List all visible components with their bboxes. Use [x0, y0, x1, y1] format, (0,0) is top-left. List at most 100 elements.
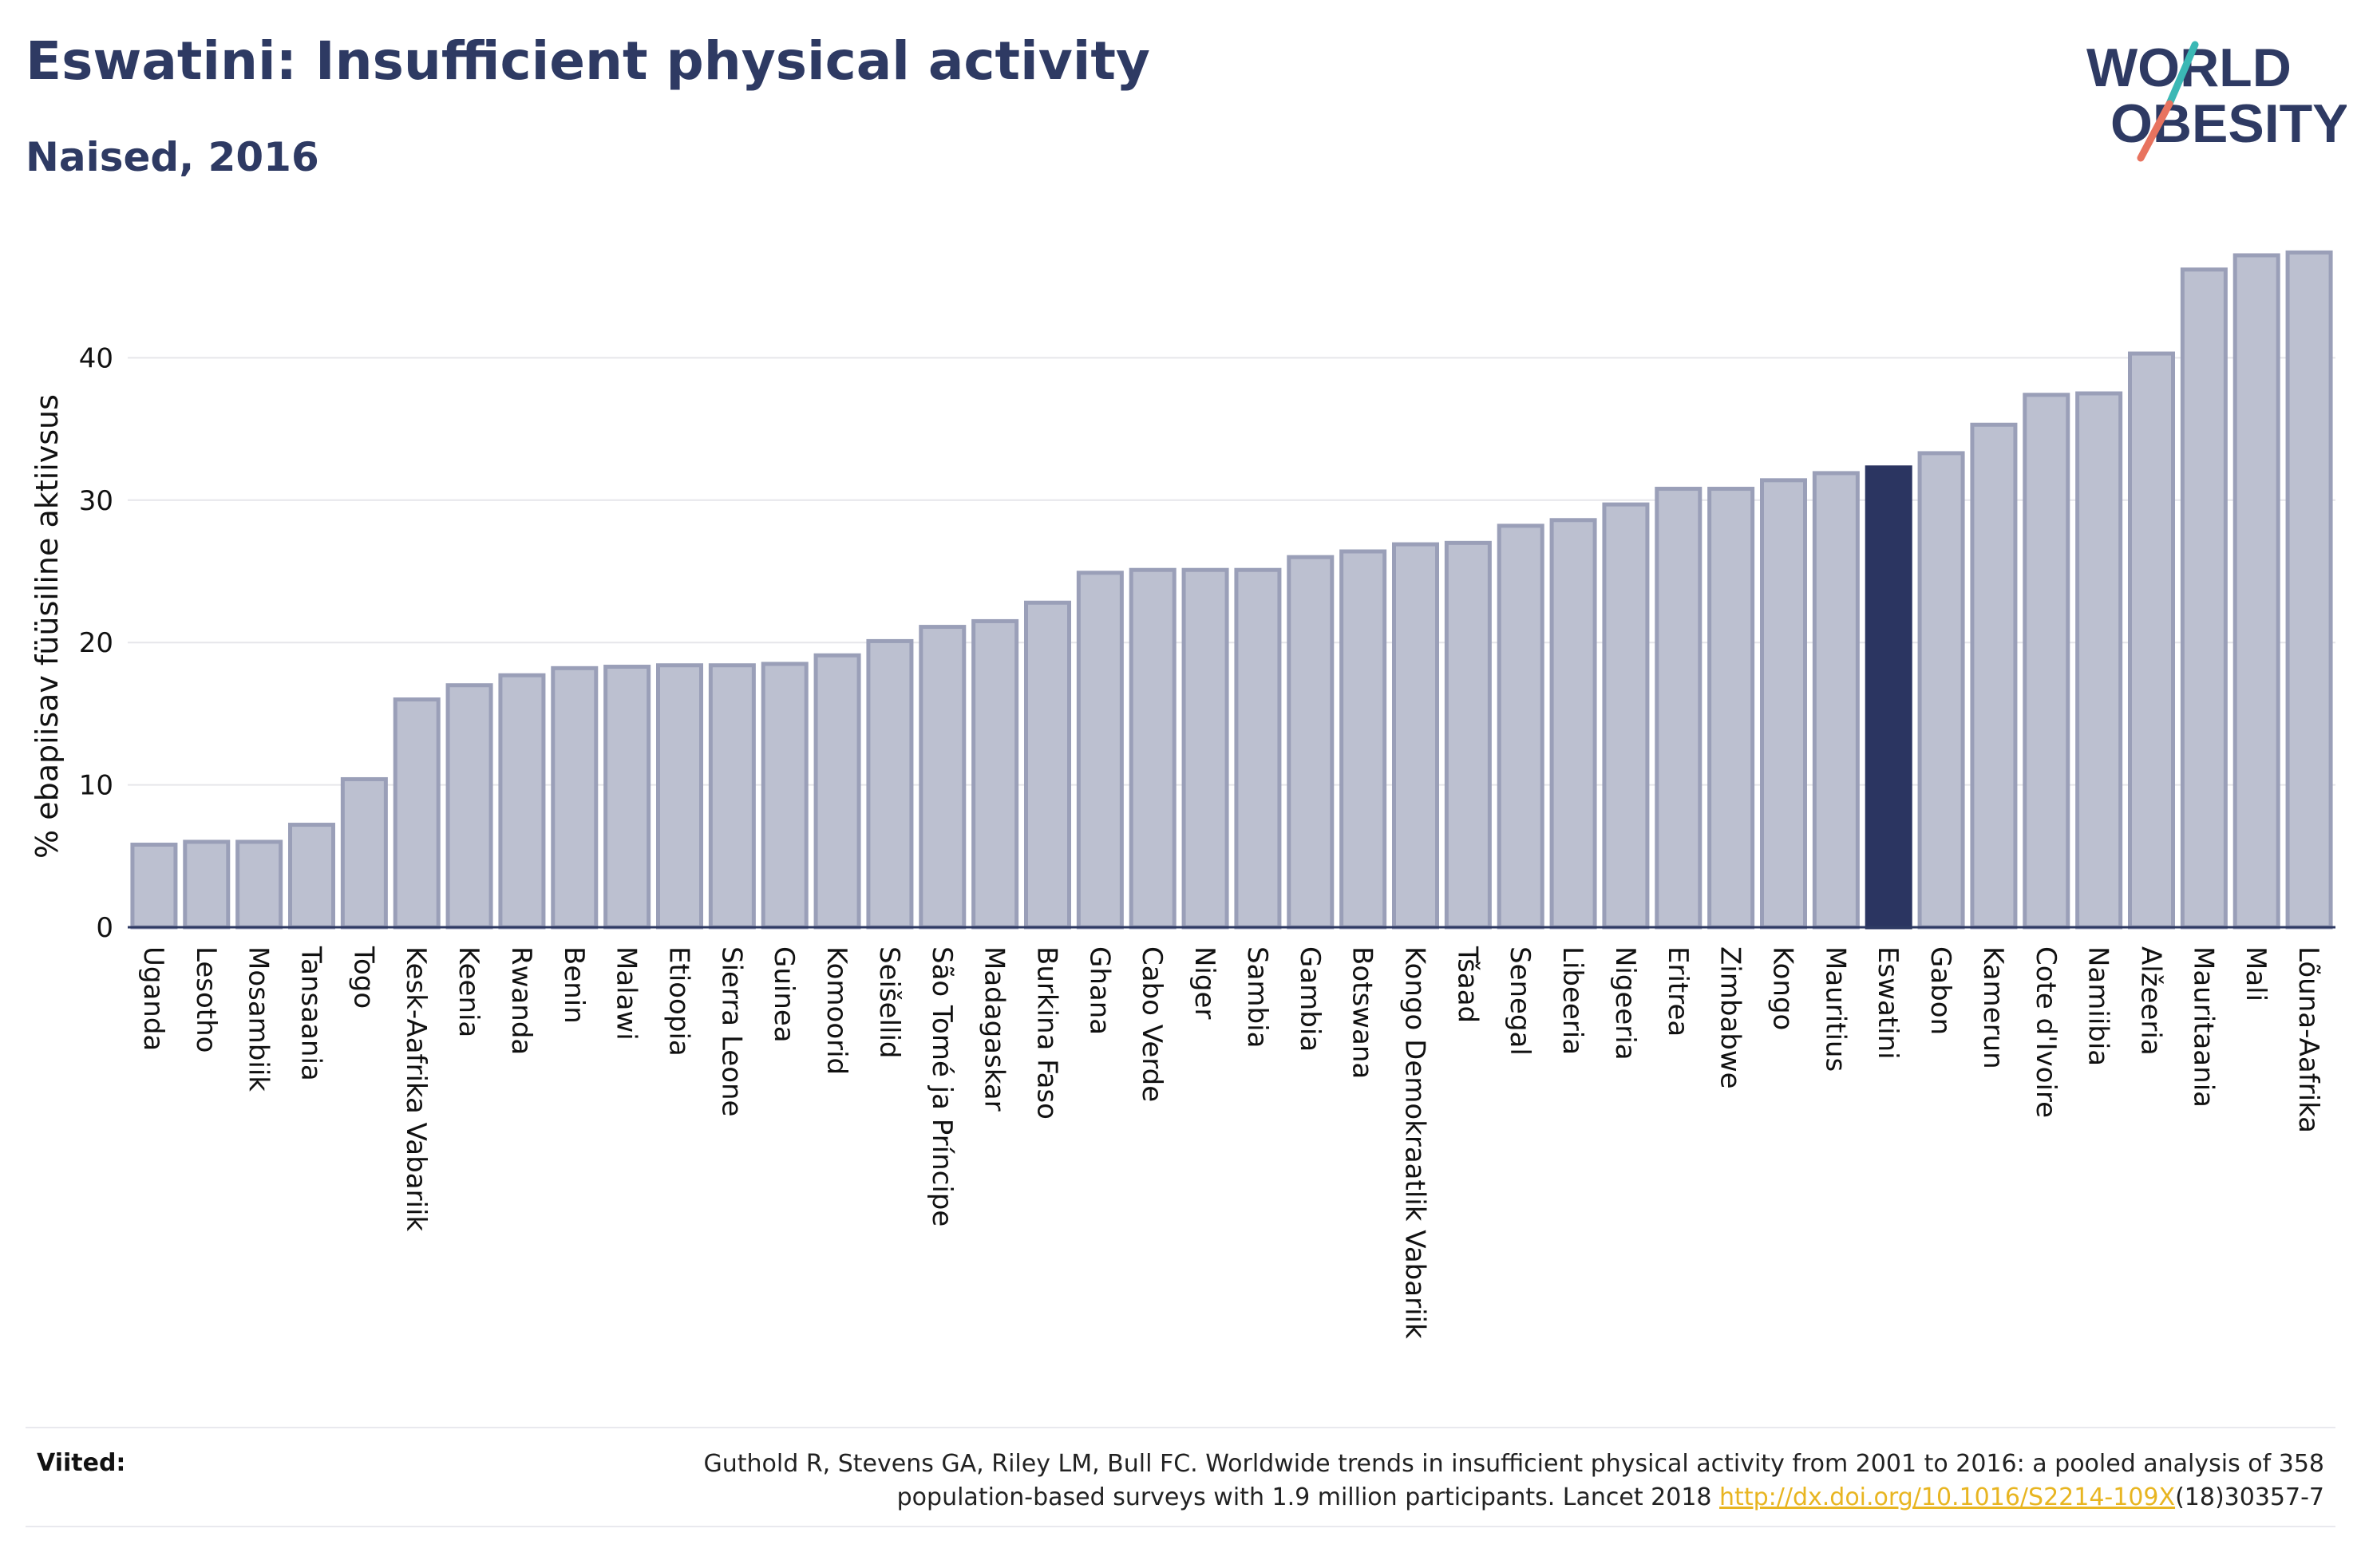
bar [1759, 478, 1808, 930]
sources-text: Guthold R, Stevens GA, Riley LM, Bull FC… [488, 1448, 2324, 1515]
x-tick-label: Madagaskar [979, 946, 1010, 1112]
page-subtitle: Naised, 2016 [26, 134, 319, 180]
x-tick-label: Kamerun [1977, 946, 2009, 1069]
y-tick-label: 0 [96, 912, 113, 944]
x-tick-label: Gambia [1294, 946, 1326, 1052]
bar [1707, 487, 1755, 930]
x-tick-label: Libeeria [1556, 946, 1588, 1055]
x-tick-label: Sierra Leone [715, 946, 747, 1116]
x-tick-label: Mosambiik [243, 946, 275, 1092]
bar [1970, 422, 2018, 930]
sources-line-1: Guthold R, Stevens GA, Riley LM, Bull FC… [703, 1450, 2324, 1478]
bar [2180, 267, 2228, 930]
logo-slash-teal [2165, 41, 2199, 108]
x-tick-label: São Tomé ja Príncipe [926, 946, 958, 1226]
x-tick-label: Lõuna-Aafrika [2292, 946, 2324, 1133]
bar [971, 618, 1019, 930]
x-tick-label: Eritrea [1662, 946, 1694, 1037]
y-tick-label: 30 [79, 485, 113, 517]
x-tick-label: Kesk-Aafrika Vabariik [400, 946, 432, 1231]
bar [1917, 451, 1965, 930]
bar [655, 663, 704, 930]
x-tick-label: Benin [558, 946, 590, 1024]
bar [445, 683, 493, 930]
x-tick-label: Eswatini [1872, 946, 1904, 1060]
bar [2023, 393, 2070, 930]
x-tick-label: Alžeeria [2135, 946, 2167, 1056]
bar [287, 823, 336, 930]
x-tick-label: Togo [347, 946, 379, 1009]
bar [1444, 540, 1492, 930]
bar [130, 843, 178, 930]
bar [813, 653, 861, 930]
bar [603, 665, 651, 930]
x-tick-label: Seišellid [873, 946, 905, 1059]
world-obesity-logo: WORLD OBESITY [2086, 38, 2347, 162]
x-tick-label: Mauritaania [2187, 946, 2219, 1108]
bar [2285, 250, 2333, 930]
x-tick-label: Mauritius [1819, 946, 1851, 1072]
bar [183, 839, 231, 930]
bar [761, 662, 809, 930]
x-tick-label: Keenia [453, 946, 484, 1037]
x-tick-label: Guinea [768, 946, 800, 1043]
x-tick-label: Tšaad [1451, 946, 1483, 1023]
x-axis-labels: Uganda Lesotho Mosambiik Tansaania Togo Kesk-… [137, 946, 2324, 1339]
y-tick-label: 10 [79, 770, 113, 802]
bar [1602, 502, 1650, 930]
bar [235, 839, 283, 930]
sources-section: Viited: Guthold R, Stevens GA, Riley LM,… [26, 1427, 2335, 1527]
x-tick-label: Komoorid [821, 946, 852, 1075]
x-tick-label: Mali [2240, 946, 2272, 1001]
x-tick-label: Niger [1188, 946, 1220, 1019]
bar [2232, 253, 2280, 930]
bar [1023, 600, 1072, 930]
bar [1812, 471, 1860, 930]
x-tick-label: Sambia [1241, 946, 1273, 1048]
x-tick-label: Tansaania [295, 946, 327, 1081]
bar [1339, 549, 1387, 930]
bar [2127, 351, 2176, 930]
y-tick-label: 40 [79, 342, 113, 374]
sources-doi-link[interactable]: http://dx.doi.org/10.1016/S2214-109X [1719, 1483, 2176, 1511]
bar [340, 776, 388, 930]
bar-highlighted [1865, 465, 1912, 930]
x-tick-label: Rwanda [505, 946, 537, 1055]
x-tick-label: Kongo Demokraatlik Vabariik [1399, 946, 1431, 1339]
bar [393, 697, 441, 930]
sources-line-2: population-based surveys with 1.9 millio… [896, 1483, 1720, 1511]
x-tick-label: Namiibia [2082, 946, 2114, 1066]
bar [1655, 487, 1703, 930]
bar-chart: 0 10 20 30 40 Uganda Lesotho Mosambiik Tansaani… [30, 250, 2335, 1339]
bar [919, 625, 967, 930]
x-tick-label: Cabo Verde [1136, 946, 1168, 1102]
page-title: Eswatini: Insufficient physical activity [26, 30, 1150, 92]
y-tick-label: 20 [79, 627, 113, 659]
bar [1391, 542, 1440, 930]
logo-slash-coral [2137, 100, 2173, 162]
x-tick-label: Kongo [1767, 946, 1799, 1030]
bar [708, 663, 756, 930]
x-tick-label: Cote d'Ivoire [2030, 946, 2062, 1118]
x-tick-label: Ghana [1083, 946, 1115, 1035]
x-tick-label: Botswana [1347, 946, 1378, 1079]
bar [1129, 567, 1177, 930]
x-tick-label: Lesotho [190, 946, 222, 1053]
x-tick-label: Nigeeria [1609, 946, 1641, 1060]
y-axis-label: % ebapiisav füüsiline aktiivsus [30, 394, 65, 859]
bar [1076, 571, 1124, 930]
x-tick-label: Gabon [1924, 946, 1956, 1035]
x-tick-label: Malawi [611, 946, 643, 1041]
y-axis-ticks: 0 10 20 30 40 [79, 342, 113, 944]
x-tick-label: Burkina Faso [1031, 946, 1063, 1120]
bar [1497, 523, 1544, 930]
logo-line-1: WORLD [2086, 38, 2292, 98]
bar [1549, 518, 1597, 930]
x-tick-label: Etioopia [663, 946, 695, 1057]
x-tick-label: Uganda [137, 946, 169, 1051]
bars [128, 250, 2335, 930]
bar [1181, 567, 1229, 930]
bar [866, 638, 914, 930]
sources-line-2-end: (18)30357-7 [2175, 1483, 2324, 1511]
bar [1287, 555, 1335, 930]
